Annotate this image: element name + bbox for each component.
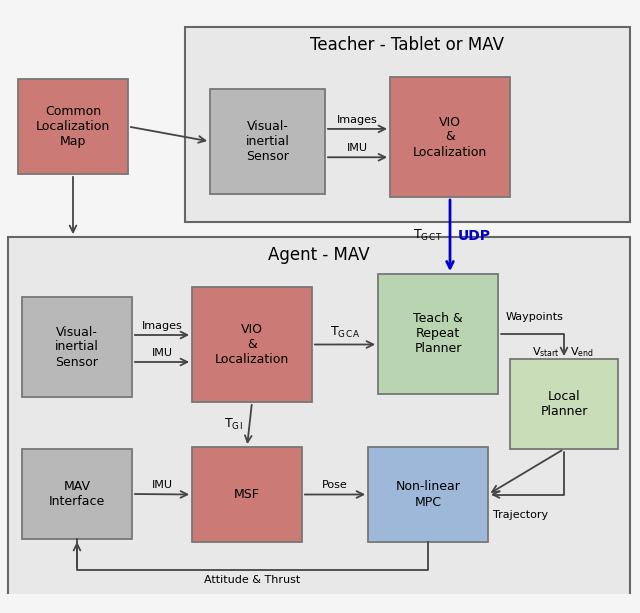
Text: T$_{\mathsf{G\,I}}$: T$_{\mathsf{G\,I}}$ [225, 417, 244, 432]
Text: IMU: IMU [152, 480, 173, 490]
Text: Attitude & Thrust: Attitude & Thrust [204, 575, 301, 585]
Text: Local
Planner: Local Planner [540, 390, 588, 418]
FancyBboxPatch shape [378, 274, 498, 394]
Text: Trajectory: Trajectory [493, 509, 548, 519]
Text: MSF: MSF [234, 488, 260, 501]
Text: Common
Localization
Map: Common Localization Map [36, 105, 110, 148]
Text: Agent - MAV: Agent - MAV [268, 246, 370, 264]
FancyBboxPatch shape [510, 359, 618, 449]
FancyBboxPatch shape [22, 449, 132, 539]
Text: Images: Images [141, 321, 182, 331]
Text: VIO
&
Localization: VIO & Localization [413, 115, 487, 159]
Text: Non-linear
MPC: Non-linear MPC [396, 481, 460, 509]
FancyBboxPatch shape [8, 237, 630, 607]
Text: Visual-
inertial
Sensor: Visual- inertial Sensor [246, 120, 289, 163]
FancyBboxPatch shape [390, 77, 510, 197]
Text: V$_{\mathsf{end}}$: V$_{\mathsf{end}}$ [570, 345, 594, 359]
Text: Pose: Pose [322, 481, 348, 490]
FancyBboxPatch shape [368, 447, 488, 542]
FancyBboxPatch shape [192, 447, 302, 542]
FancyBboxPatch shape [192, 287, 312, 402]
Text: T$_{\mathsf{G\,CA}}$: T$_{\mathsf{G\,CA}}$ [330, 326, 360, 340]
Text: T$_{\mathsf{G\,CT}}$: T$_{\mathsf{G\,CT}}$ [413, 228, 442, 243]
Text: IMU: IMU [152, 348, 173, 358]
Text: IMU: IMU [347, 143, 368, 153]
FancyBboxPatch shape [210, 89, 325, 194]
FancyBboxPatch shape [22, 297, 132, 397]
Text: Images: Images [337, 115, 378, 125]
Text: MAV
Interface: MAV Interface [49, 480, 105, 508]
Text: Teacher - Tablet or MAV: Teacher - Tablet or MAV [310, 36, 504, 54]
Text: Waypoints: Waypoints [506, 312, 564, 322]
Text: Teach &
Repeat
Planner: Teach & Repeat Planner [413, 313, 463, 356]
Text: UDP: UDP [458, 229, 491, 243]
Text: Visual-
inertial
Sensor: Visual- inertial Sensor [55, 326, 99, 368]
FancyBboxPatch shape [185, 27, 630, 222]
Text: V$_{\mathsf{start}}$: V$_{\mathsf{start}}$ [532, 345, 560, 359]
FancyBboxPatch shape [18, 79, 128, 174]
Text: VIO
&
Localization: VIO & Localization [215, 323, 289, 366]
